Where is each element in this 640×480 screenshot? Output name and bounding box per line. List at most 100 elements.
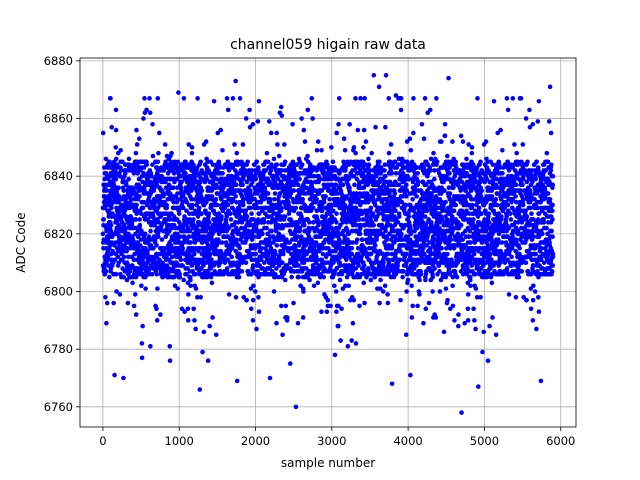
data-point — [125, 300, 131, 306]
data-point — [346, 283, 351, 289]
data-point — [155, 234, 161, 240]
data-point — [314, 147, 320, 153]
data-point — [208, 251, 213, 257]
data-point — [315, 280, 321, 286]
data-point — [442, 188, 447, 193]
data-point — [321, 274, 327, 280]
data-point — [116, 185, 121, 191]
data-point — [432, 266, 437, 271]
data-point — [180, 205, 186, 211]
data-point — [248, 306, 254, 312]
data-point — [175, 191, 180, 196]
data-point — [234, 199, 239, 205]
data-point — [381, 289, 386, 294]
data-point — [148, 228, 153, 234]
data-point — [441, 329, 447, 335]
data-point — [445, 297, 450, 303]
data-point — [154, 306, 159, 312]
data-point — [214, 176, 219, 182]
data-point — [188, 240, 194, 245]
data-point — [171, 199, 176, 205]
data-point — [218, 260, 223, 265]
data-point — [208, 266, 214, 271]
data-point — [100, 231, 106, 237]
data-point — [342, 147, 348, 153]
data-point — [274, 130, 280, 136]
data-point — [149, 173, 154, 179]
data-point — [155, 96, 161, 101]
data-point — [144, 107, 149, 113]
data-point — [405, 277, 411, 283]
data-point — [113, 271, 119, 277]
data-point — [472, 318, 477, 323]
data-point — [186, 234, 192, 240]
data-point — [368, 277, 374, 283]
data-point — [358, 96, 363, 101]
data-point — [104, 300, 110, 306]
data-point — [315, 139, 321, 144]
data-point — [255, 119, 261, 124]
data-point — [195, 294, 200, 300]
data-point — [226, 292, 232, 297]
data-point — [478, 294, 483, 300]
data-point — [156, 130, 162, 136]
data-point — [468, 283, 473, 289]
data-point — [430, 289, 435, 294]
data-point — [154, 271, 160, 277]
data-point — [366, 162, 372, 167]
data-point — [274, 320, 279, 326]
data-point — [450, 139, 455, 144]
data-point — [468, 277, 473, 283]
data-point — [362, 300, 367, 306]
data-point — [181, 96, 187, 101]
data-point — [232, 142, 237, 147]
data-point — [386, 150, 392, 156]
data-point — [251, 283, 256, 289]
data-point — [186, 292, 191, 297]
data-point — [479, 188, 485, 193]
data-point — [113, 145, 119, 150]
data-point — [383, 173, 388, 179]
data-point — [154, 318, 160, 323]
data-point — [470, 202, 475, 208]
data-point — [131, 303, 137, 309]
data-point — [241, 202, 246, 208]
data-point — [305, 153, 310, 159]
data-point — [133, 150, 139, 156]
data-point — [285, 315, 290, 320]
data-point — [121, 274, 127, 280]
data-point — [458, 133, 464, 139]
data-point — [162, 142, 168, 147]
data-point — [307, 277, 312, 283]
data-point — [324, 309, 330, 314]
data-point — [121, 188, 126, 193]
data-point — [279, 205, 284, 211]
data-point — [356, 217, 362, 222]
data-point — [471, 306, 476, 312]
data-point — [341, 136, 347, 142]
data-point — [240, 142, 246, 147]
data-point — [191, 306, 196, 312]
data-point — [479, 211, 484, 216]
data-point — [123, 225, 129, 231]
data-point — [363, 139, 369, 144]
data-point — [184, 271, 189, 277]
data-point — [332, 283, 337, 289]
data-point — [274, 243, 280, 248]
data-point — [101, 222, 106, 228]
data-point — [220, 171, 225, 176]
data-point — [178, 257, 184, 263]
data-point — [443, 286, 449, 291]
data-point — [383, 228, 388, 234]
data-point — [111, 182, 117, 188]
data-point — [188, 277, 193, 283]
data-point — [138, 211, 144, 216]
data-point — [243, 260, 249, 265]
data-point — [135, 171, 140, 176]
data-point — [244, 214, 250, 219]
data-point — [368, 205, 374, 211]
data-point — [240, 182, 245, 188]
data-point — [456, 312, 461, 317]
data-point — [319, 208, 325, 214]
data-point — [184, 208, 189, 214]
